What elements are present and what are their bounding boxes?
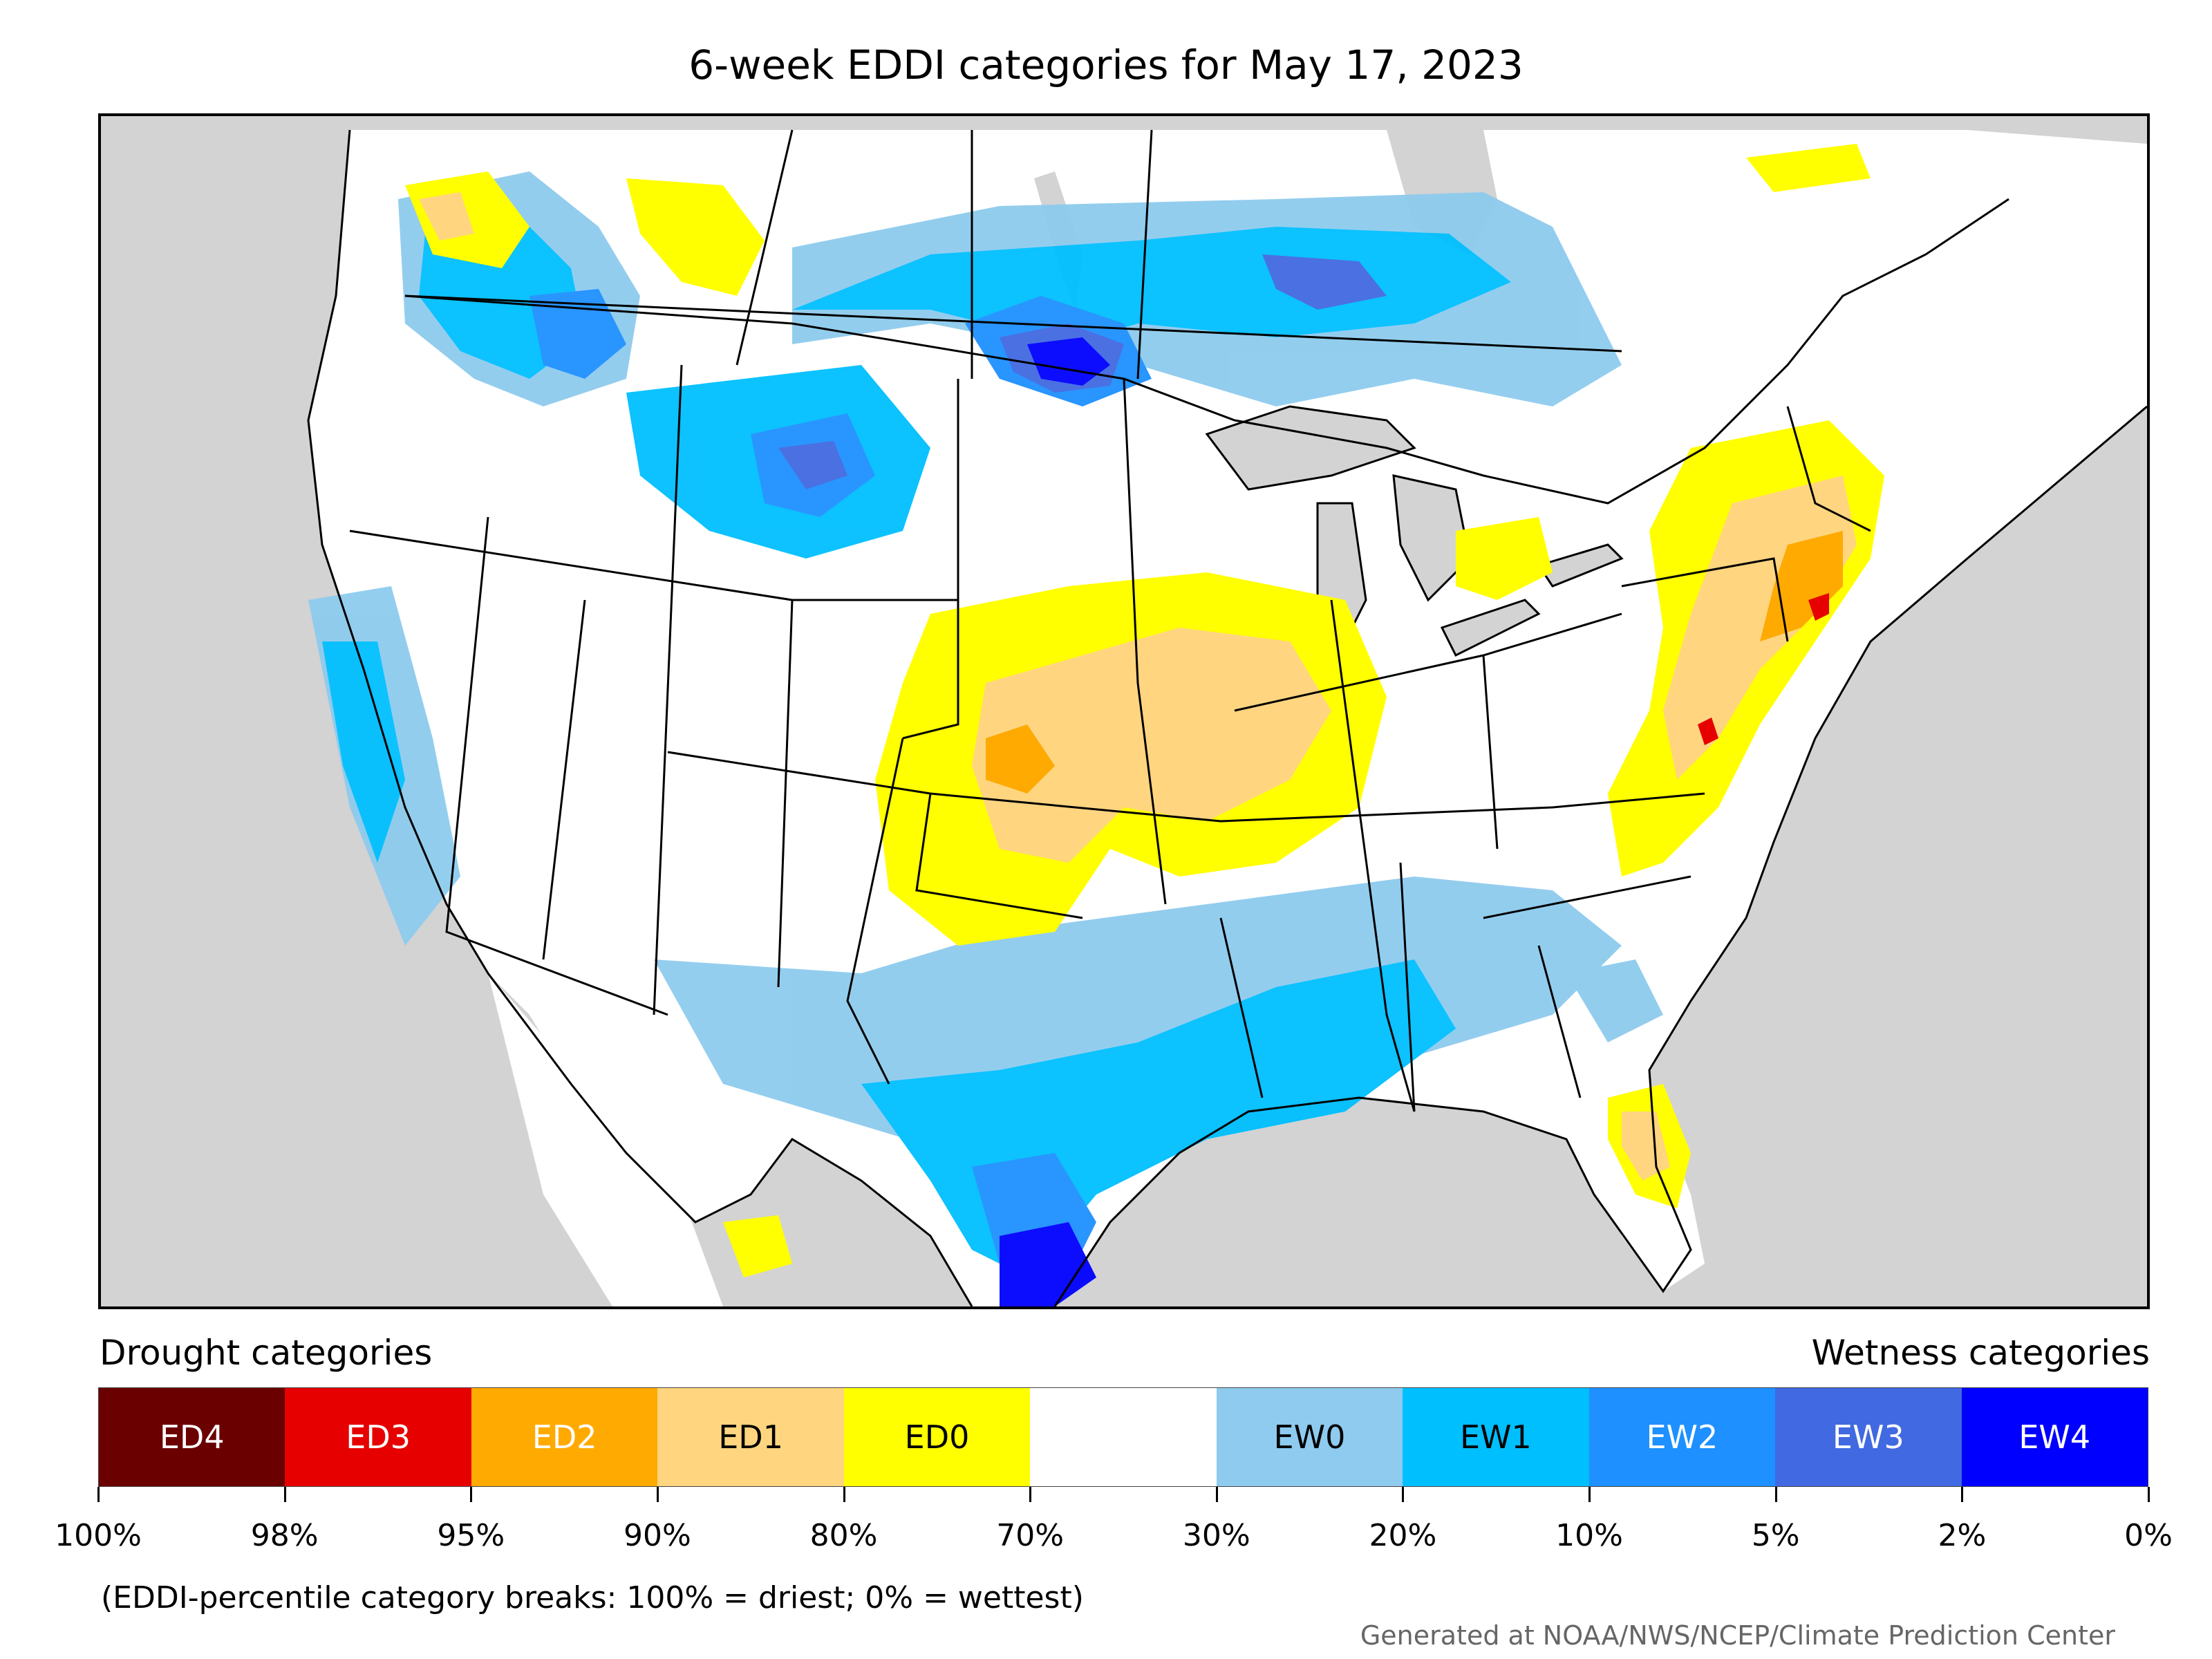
legend-cell-ed1: ED1 [657, 1388, 844, 1486]
credit-text: Generated at NOAA/NWS/NCEP/Climate Predi… [1360, 1620, 2115, 1651]
lake-superior [1205, 405, 1416, 491]
coastline [307, 129, 2147, 1306]
legend-tick [1029, 1487, 1032, 1502]
legend-tick [97, 1487, 100, 1502]
legend-tick [283, 1487, 286, 1502]
legend-tick [656, 1487, 659, 1502]
legend-ticks [97, 1487, 2150, 1503]
legend-cell-ew3: EW3 [1775, 1388, 1962, 1486]
legend-break-label: 95% [437, 1518, 505, 1553]
legend-break-label: 10% [1555, 1518, 1623, 1553]
map-canvas [307, 129, 2147, 1306]
legend-tick [470, 1487, 473, 1502]
wetness-heading: Wetness categories [1811, 1333, 2150, 1373]
legend-tick [843, 1487, 845, 1502]
legend-tick [1588, 1487, 1591, 1502]
legend-break-label: 2% [1938, 1518, 1987, 1553]
legend-tick [1402, 1487, 1405, 1502]
baja-land [488, 973, 723, 1306]
legend-cell-ed3: ED3 [285, 1388, 471, 1486]
lake-huron [1392, 474, 1471, 602]
legend-cell-ew0: EW0 [1216, 1388, 1403, 1486]
map-title: 6-week EDDI categories for May 17, 2023 [688, 41, 1524, 88]
lake-ontario [1537, 543, 1624, 588]
lake-erie [1440, 599, 1541, 657]
legend-cell-ed4: ED4 [99, 1388, 285, 1486]
legend-tick [1774, 1487, 1777, 1502]
legend-color-bar: ED4 ED3 ED2 ED1 ED0 EW0 EW1 EW2 EW3 EW4 [98, 1387, 2148, 1487]
legend-cell-ew2: EW2 [1588, 1388, 1776, 1486]
legend-cell-ed0: ED0 [843, 1388, 1031, 1486]
category-note: (EDDI-percentile category breaks: 100% =… [101, 1580, 1084, 1615]
legend-break-label: 70% [996, 1518, 1065, 1553]
legend-tick [1215, 1487, 1218, 1502]
legend-cell-ed2: ED2 [471, 1388, 658, 1486]
legend-break-label: 0% [2124, 1518, 2173, 1553]
legend-break-label: 20% [1369, 1518, 1437, 1553]
legend-tick [2148, 1487, 2150, 1502]
legend-cell-ew1: EW1 [1403, 1388, 1589, 1486]
legend-cell-normal [1030, 1388, 1217, 1486]
legend-break-label: 100% [55, 1518, 142, 1553]
dry-areas [405, 144, 1884, 1277]
legend-break-label: 5% [1751, 1518, 1800, 1553]
legend-break-label: 80% [809, 1518, 878, 1553]
state-boundaries [349, 129, 1871, 1112]
legend-break-label: 98% [250, 1518, 319, 1553]
legend-cell-ew4: EW4 [1961, 1388, 2148, 1486]
legend-break-label: 90% [624, 1518, 691, 1553]
us-canada-border [404, 198, 2009, 505]
legend-break-label: 30% [1182, 1518, 1250, 1553]
eddi-map [98, 113, 2150, 1309]
drought-heading: Drought categories [100, 1333, 433, 1373]
legend-tick [1961, 1487, 1964, 1502]
